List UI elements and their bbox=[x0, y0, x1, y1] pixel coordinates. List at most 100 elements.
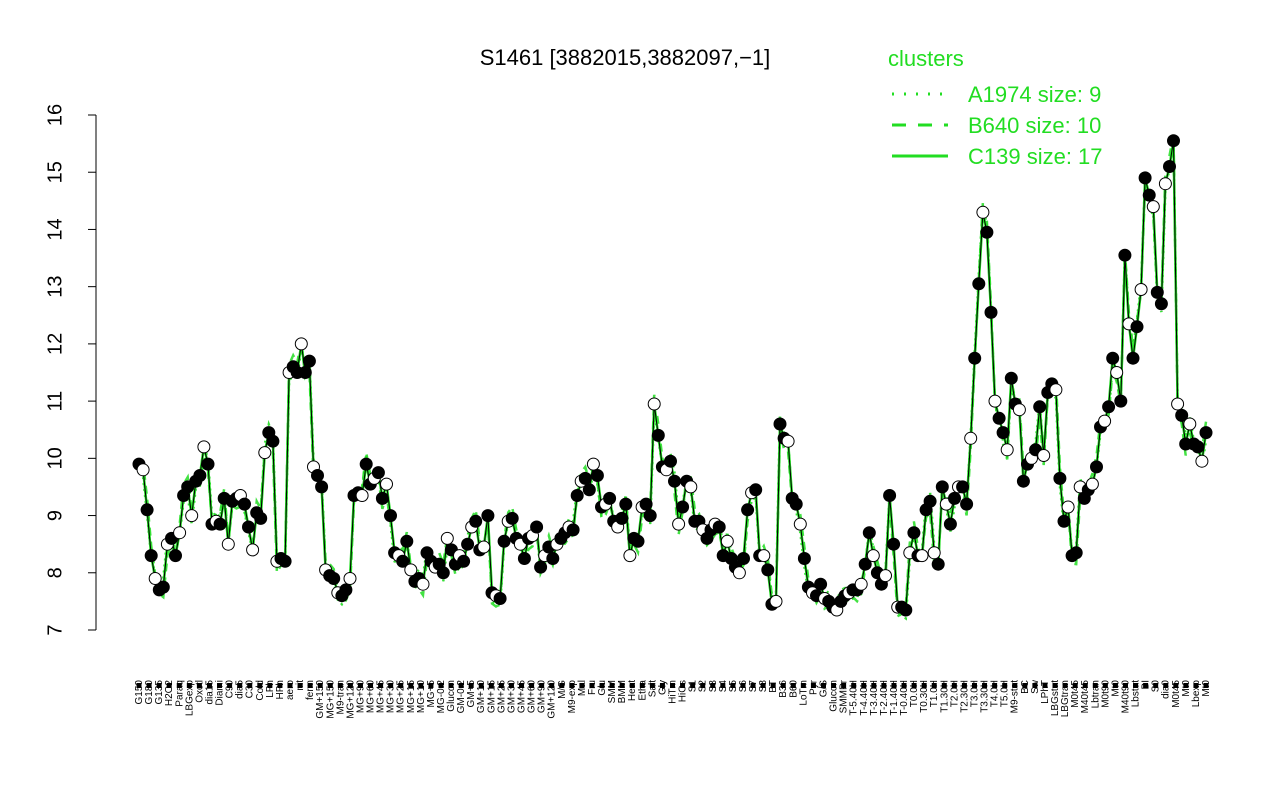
x-tick-mark bbox=[629, 683, 635, 688]
data-point bbox=[603, 491, 617, 505]
data-point bbox=[384, 509, 397, 523]
data-point bbox=[258, 446, 272, 460]
x-tick-label: H2O2 bbox=[164, 680, 175, 707]
x-tick-mark bbox=[317, 683, 323, 688]
x-tick-mark bbox=[599, 683, 605, 688]
x-tick-label: HiTm bbox=[668, 680, 679, 704]
x-tick-label: M0t45 bbox=[1070, 680, 1081, 708]
x-tick-label: GM+5 bbox=[466, 680, 477, 708]
x-tick-mark bbox=[488, 683, 494, 688]
x-tick-label: T3.30H bbox=[980, 680, 991, 713]
x-tick-mark bbox=[257, 683, 263, 688]
x-tick-label: Glucon bbox=[829, 680, 840, 712]
x-tick-label: GM+60 bbox=[527, 680, 538, 714]
x-tick-label: Fru bbox=[587, 680, 598, 695]
data-point bbox=[976, 205, 990, 219]
x-tick-mark bbox=[740, 683, 746, 688]
x-tick-mark bbox=[337, 683, 343, 688]
data-point bbox=[302, 354, 316, 368]
y-tick-label: 10 bbox=[44, 447, 66, 469]
x-tick-label: S0 bbox=[1151, 680, 1162, 693]
x-tick-label: C30 bbox=[245, 680, 256, 699]
data-point bbox=[1110, 366, 1124, 379]
x-tick-mark bbox=[438, 683, 444, 688]
x-tick-label: GM+25 bbox=[496, 680, 507, 714]
x-tick-label: T-5.40H bbox=[849, 680, 860, 716]
x-tick-label: Lbtran bbox=[1090, 680, 1101, 708]
x-tick-label: GM+15 bbox=[486, 680, 497, 714]
data-point bbox=[684, 480, 698, 494]
x-tick-mark bbox=[176, 683, 182, 688]
x-tick-mark bbox=[519, 683, 525, 688]
data-point bbox=[254, 511, 268, 525]
x-tick-label: Mt0 bbox=[1181, 680, 1192, 697]
x-tick-label: T0.0H bbox=[909, 680, 920, 707]
data-point bbox=[570, 489, 584, 502]
data-point bbox=[1126, 351, 1140, 365]
x-tick-mark bbox=[649, 683, 655, 688]
x-tick-mark bbox=[831, 683, 837, 688]
data-point bbox=[416, 577, 430, 591]
x-tick-mark bbox=[931, 683, 937, 688]
x-tick-mark bbox=[951, 683, 957, 688]
x-tick-label: Salt bbox=[647, 680, 658, 697]
data-point bbox=[477, 540, 491, 554]
x-tick-mark bbox=[911, 683, 917, 688]
data-point bbox=[375, 491, 389, 505]
data-point bbox=[1154, 297, 1168, 311]
x-tick-label: GM+150 bbox=[315, 680, 326, 719]
data-point bbox=[266, 434, 280, 448]
data-point bbox=[530, 520, 544, 534]
x-tick-mark bbox=[992, 683, 998, 688]
x-tick-mark bbox=[508, 683, 514, 688]
x-tick-mark bbox=[1122, 683, 1128, 688]
x-tick-mark bbox=[498, 683, 504, 688]
x-tick-label: SMMPr bbox=[839, 679, 850, 713]
x-tick-label: B60 bbox=[788, 680, 799, 698]
x-tick-mark bbox=[559, 683, 565, 688]
data-point bbox=[1016, 474, 1030, 488]
data-point bbox=[534, 560, 548, 574]
x-tick-mark bbox=[971, 683, 977, 688]
x-tick-label: GM+45 bbox=[517, 680, 528, 714]
x-tick-mark bbox=[871, 683, 877, 688]
data-point bbox=[931, 557, 945, 571]
y-tick-label: 12 bbox=[44, 333, 66, 355]
x-tick-mark bbox=[347, 683, 353, 688]
x-tick-label: G150 bbox=[134, 680, 145, 705]
x-tick-mark bbox=[388, 683, 394, 688]
data-point bbox=[339, 583, 353, 597]
x-tick-label: S7 bbox=[748, 680, 759, 693]
data-point bbox=[1130, 320, 1144, 334]
data-point bbox=[741, 503, 755, 517]
data-point bbox=[1012, 403, 1026, 417]
data-point bbox=[298, 366, 312, 379]
data-point bbox=[278, 554, 292, 568]
data-point bbox=[1191, 440, 1205, 454]
data-point bbox=[862, 526, 876, 540]
x-tick-mark bbox=[549, 683, 555, 688]
x-tick-label: T-0.40H bbox=[899, 680, 910, 716]
x-tick-mark bbox=[1092, 683, 1098, 688]
x-tick-mark bbox=[609, 683, 615, 688]
x-tick-mark bbox=[589, 683, 595, 688]
x-tick-mark bbox=[760, 683, 766, 688]
data-point bbox=[242, 520, 255, 534]
data-point bbox=[615, 511, 629, 525]
x-tick-mark bbox=[891, 683, 897, 688]
x-tick-mark bbox=[730, 683, 736, 688]
x-tick-mark bbox=[166, 683, 172, 688]
x-tick-label: G180 bbox=[144, 680, 155, 705]
data-point bbox=[907, 526, 921, 540]
data-point bbox=[647, 397, 661, 411]
data-point bbox=[1171, 397, 1185, 411]
data-point bbox=[148, 572, 162, 585]
data-point bbox=[1158, 177, 1172, 191]
x-tick-mark bbox=[539, 683, 545, 688]
x-tick-mark bbox=[901, 683, 907, 688]
data-point bbox=[1102, 400, 1116, 414]
x-tick-mark bbox=[448, 683, 454, 688]
y-tick-label: 8 bbox=[44, 567, 66, 578]
data-point bbox=[757, 549, 771, 563]
